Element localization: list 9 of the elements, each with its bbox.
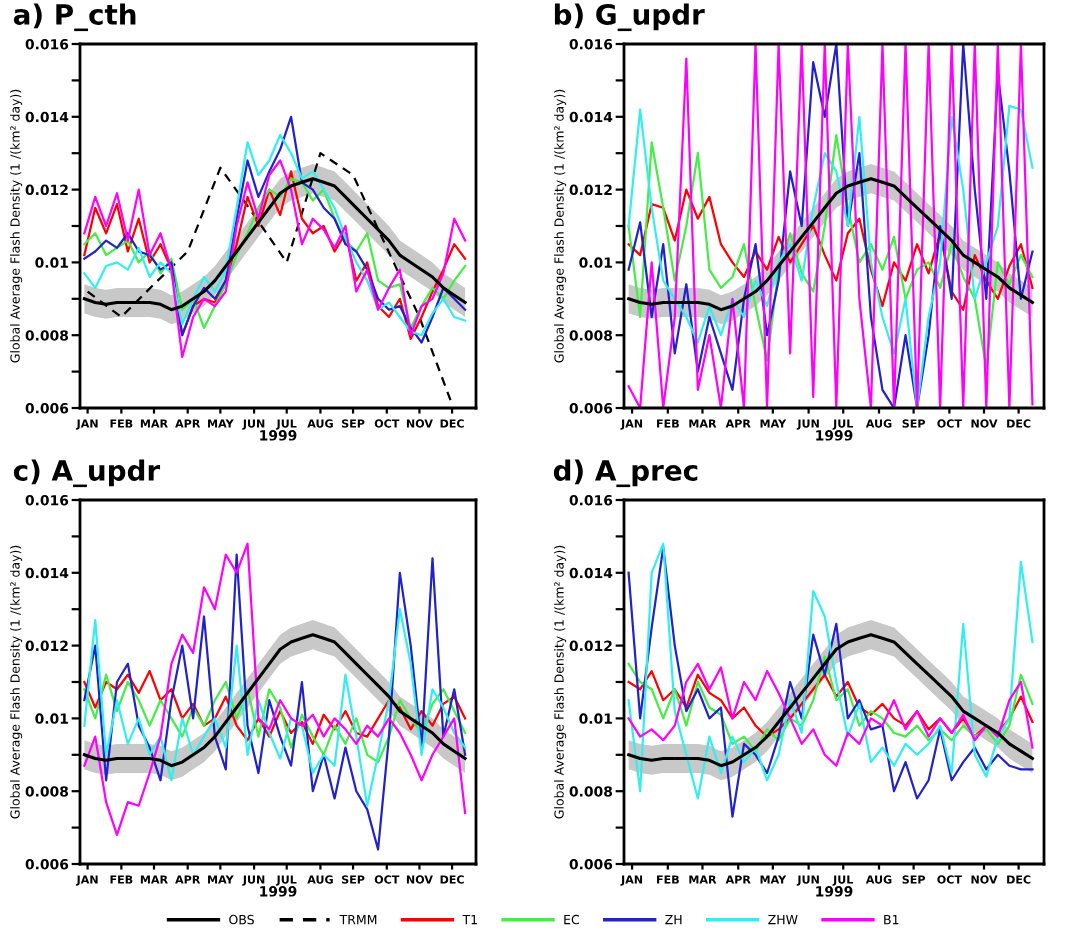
line-series: [83, 669, 467, 745]
line-series: [627, 655, 1034, 753]
chart-title: b) G_updr: [554, 3, 705, 32]
line-series: [627, 662, 1034, 767]
chart-title: c) A_updr: [13, 459, 161, 488]
chart-title: d) A_prec: [553, 459, 698, 488]
line-series: [83, 673, 467, 764]
chart-title: a) P_cth: [13, 3, 136, 32]
line-series: [627, 669, 1034, 738]
